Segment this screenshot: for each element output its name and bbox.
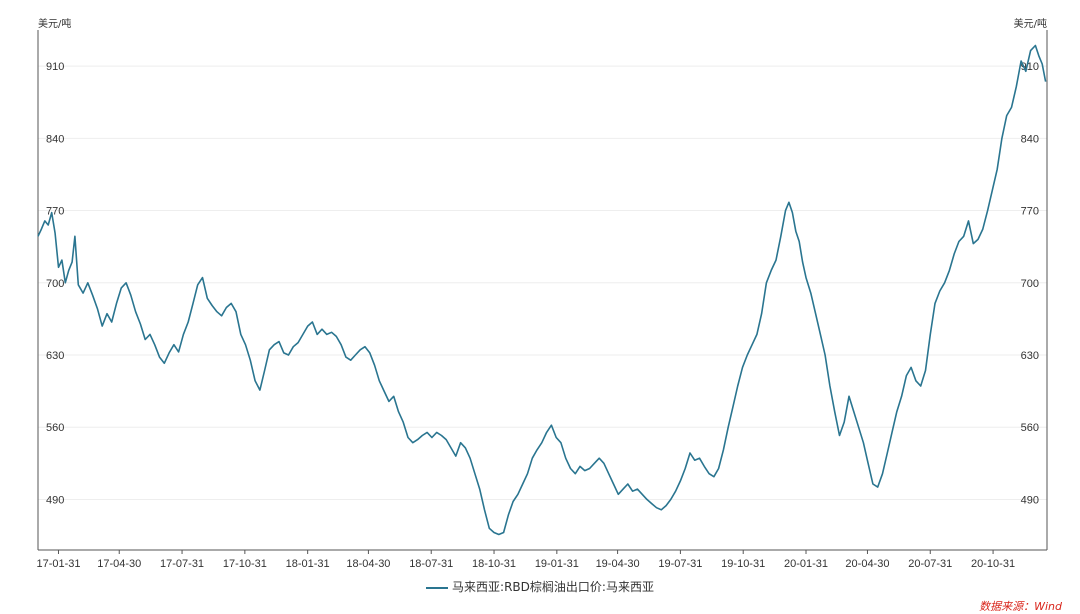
x-tick-label: 17-01-31 [36, 558, 80, 570]
y-unit-left: 美元/吨 [38, 17, 71, 30]
x-tick-label: 18-01-31 [286, 558, 330, 570]
axes [37, 30, 1048, 551]
y-tick-label-left: 560 [46, 422, 64, 434]
x-tick-label: 20-10-31 [971, 558, 1015, 570]
legend-swatch [426, 586, 449, 589]
y-tick-label-left: 770 [46, 206, 64, 218]
y-tick-label-left: 490 [46, 494, 64, 506]
x-tick-label: 20-07-31 [908, 558, 952, 570]
gridlines [38, 65, 1047, 500]
y-tick-label-left: 630 [46, 350, 64, 362]
x-tick-label: 17-07-31 [160, 558, 204, 570]
legend: 马来西亚:RBD棕榈油出口价:马来西亚 [0, 578, 1080, 595]
x-tick-label: 19-01-31 [535, 558, 579, 570]
y-tick-label-left: 840 [46, 133, 64, 145]
x-tick-label: 17-10-31 [223, 558, 267, 570]
y-tick-label-left: 910 [46, 61, 64, 73]
x-tick-label: 19-07-31 [658, 558, 702, 570]
legend-label: 马来西亚:RBD棕榈油出口价:马来西亚 [452, 580, 654, 594]
x-tick-label: 19-04-30 [596, 558, 640, 570]
data-source-note: 数据来源：Wind [979, 600, 1062, 613]
x-tick-label: 20-01-31 [784, 558, 828, 570]
x-tick-label: 17-04-30 [97, 558, 141, 570]
y-tick-label-right: 490 [1021, 494, 1039, 506]
y-tick-label-left: 700 [46, 278, 64, 290]
series-line [37, 44, 1047, 536]
y-unit-right: 美元/吨 [1014, 17, 1047, 30]
y-tick-label-right: 700 [1021, 278, 1039, 290]
x-tick-label: 18-10-31 [472, 558, 516, 570]
series-group [37, 44, 1047, 536]
x-tick-label: 18-07-31 [409, 558, 453, 570]
y-tick-label-right: 560 [1021, 422, 1039, 434]
y-tick-label-right: 630 [1021, 350, 1039, 362]
y-tick-label-right: 840 [1021, 133, 1039, 145]
x-tick-label: 19-10-31 [721, 558, 765, 570]
x-tick-label: 18-04-30 [346, 558, 390, 570]
y-tick-label-right: 770 [1021, 206, 1039, 218]
x-tick-labels: 17-01-31 17-04-30 17-07-31 17-10-31 18-01-31… [36, 550, 1015, 570]
x-tick-label: 20-04-30 [845, 558, 889, 570]
